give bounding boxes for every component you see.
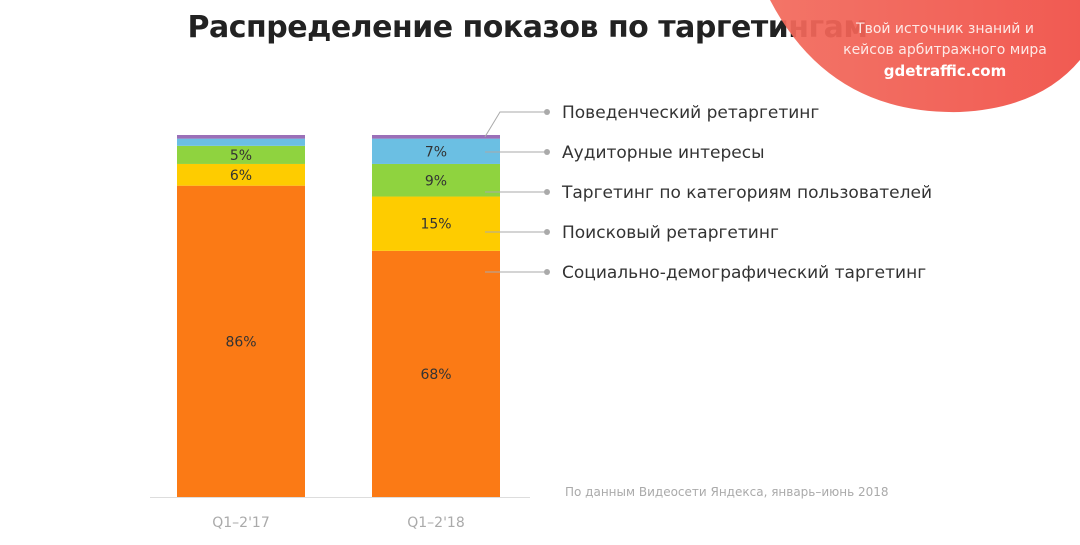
bar-segment [372, 250, 500, 497]
bar-segment [372, 163, 500, 197]
data-label: 9% [425, 173, 447, 189]
bar-segment [372, 196, 500, 251]
legend-entry: Социально-демографический таргетинг [562, 263, 926, 283]
data-label: 86% [225, 334, 256, 350]
bar-segment [177, 145, 305, 164]
bar-segment [372, 138, 500, 164]
legend-dot [544, 149, 550, 155]
watermark-line2: кейсов арбитражного мира [843, 42, 1047, 58]
bar-segment [177, 138, 305, 146]
legend-entry: Аудиторные интересы [562, 143, 765, 163]
data-label: 6% [230, 168, 252, 184]
bar-segment [177, 163, 305, 186]
data-label: 15% [420, 217, 451, 233]
legend-dot [544, 109, 550, 115]
watermark: Твой источник знаний и кейсов арбитражно… [820, 19, 1070, 83]
bar-segment [177, 135, 305, 139]
legend-entry: Поведенческий ретаргетинг [562, 103, 819, 123]
x-tick-label: Q1–2'18 [407, 515, 465, 531]
source-note: По данным Видеосети Яндекса, январь–июнь… [565, 485, 889, 499]
legend-dot [544, 269, 550, 275]
data-label: 7% [425, 144, 447, 160]
data-label: 5% [230, 148, 252, 164]
watermark-site: gdetraffic.com [883, 62, 1007, 80]
legend-entry: Таргетинг по категориям пользователей [561, 183, 932, 203]
bar-segment [177, 185, 305, 497]
legend-leader [484, 111, 546, 138]
x-tick-label: Q1–2'17 [212, 515, 270, 531]
data-label: 68% [420, 367, 451, 383]
legend-entry: Поисковый ретаргетинг [562, 223, 779, 243]
legend-dot [544, 189, 550, 195]
legend-dot [544, 229, 550, 235]
chart-title: Распределение показов по таргетингам [187, 10, 868, 45]
bar-segment [372, 135, 500, 139]
watermark-line1: Твой источник знаний и [856, 21, 1034, 37]
watermark-shape [770, 0, 1080, 113]
